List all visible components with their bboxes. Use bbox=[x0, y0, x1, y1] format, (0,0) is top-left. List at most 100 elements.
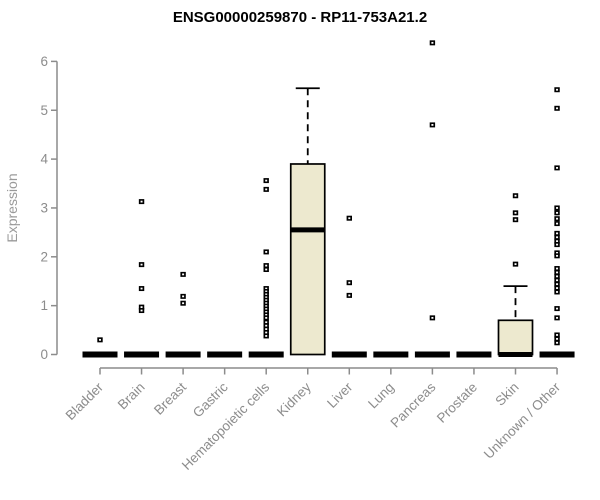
outlier-point-center bbox=[265, 251, 268, 253]
zero-median-bar-lung bbox=[373, 351, 409, 358]
outlier-point-center bbox=[556, 287, 559, 289]
outlier-point-center bbox=[265, 293, 268, 296]
outlier-point-center bbox=[556, 166, 559, 169]
outlier-point-center bbox=[265, 179, 268, 182]
outlier-point-center bbox=[556, 283, 559, 286]
outlier-point-center bbox=[265, 316, 268, 319]
outlier-point-center bbox=[556, 251, 559, 254]
outlier-point-center bbox=[265, 311, 268, 313]
category-label: Bladder bbox=[63, 379, 107, 423]
outlier-point-center bbox=[265, 264, 268, 267]
outlier-point-center bbox=[140, 263, 143, 266]
y-axis-label: Expression bbox=[4, 173, 20, 242]
zero-median-bar-prostate bbox=[456, 351, 492, 358]
outlier-point-center bbox=[514, 211, 517, 214]
outlier-point-center bbox=[140, 200, 143, 203]
box-kidney bbox=[289, 163, 326, 356]
y-tick-label: 4 bbox=[40, 152, 48, 167]
outlier-point-center bbox=[556, 222, 559, 225]
outlier-point-center bbox=[556, 207, 559, 209]
y-tick-label: 3 bbox=[40, 200, 48, 215]
outlier-point-center bbox=[556, 275, 559, 278]
y-tick-label: 2 bbox=[40, 249, 48, 264]
outlier-point-center bbox=[556, 316, 559, 319]
chart-title: ENSG00000259870 - RP11-753A21.2 bbox=[173, 9, 427, 26]
outlier-point-center bbox=[265, 305, 268, 308]
category-label: Unknown / Other bbox=[481, 379, 564, 462]
y-tick-label: 1 bbox=[40, 298, 48, 313]
outlier-point-center bbox=[556, 88, 559, 91]
box-skin bbox=[497, 319, 534, 356]
outlier-point-center bbox=[182, 295, 185, 298]
y-tick-label: 0 bbox=[40, 347, 48, 362]
category-label: Brain bbox=[115, 380, 148, 413]
outlier-point-center bbox=[265, 299, 268, 302]
zero-median-bar-pancreas bbox=[414, 351, 450, 358]
outlier-point-center bbox=[556, 271, 559, 274]
category-label: Prostate bbox=[434, 380, 480, 426]
zero-median-bar-brain bbox=[124, 351, 160, 358]
outlier-point-center bbox=[265, 302, 268, 305]
outlier-point-center bbox=[265, 321, 268, 324]
outlier-point-center bbox=[348, 217, 351, 220]
outlier-point-center bbox=[140, 287, 143, 290]
outlier-point-center bbox=[265, 308, 268, 310]
outlier-point-center bbox=[265, 314, 268, 316]
y-tick-label: 5 bbox=[40, 103, 48, 118]
outlier-point-center bbox=[556, 291, 559, 293]
outlier-point-center bbox=[182, 273, 185, 276]
outlier-point-center bbox=[556, 211, 559, 214]
category-label: Pancreas bbox=[388, 379, 439, 430]
outlier-point-center bbox=[556, 232, 559, 235]
zero-median-bar-hematopoietic-cells bbox=[248, 351, 284, 358]
outlier-point-center bbox=[431, 41, 434, 44]
outlier-point-center bbox=[556, 307, 559, 310]
outlier-point-center bbox=[556, 236, 559, 239]
outlier-point-center bbox=[265, 290, 268, 293]
outlier-point-center bbox=[99, 338, 101, 341]
outlier-point-center bbox=[556, 341, 559, 344]
zero-median-bar-breast bbox=[165, 351, 201, 358]
outlier-point-center bbox=[140, 309, 143, 312]
category-label: Gastric bbox=[190, 379, 231, 420]
category-label: Skin bbox=[492, 380, 521, 409]
outlier-point-center bbox=[265, 335, 268, 337]
outlier-point-center bbox=[265, 328, 268, 330]
outlier-point-center bbox=[556, 337, 559, 340]
outlier-point-center bbox=[514, 194, 517, 197]
zero-median-bar-bladder bbox=[82, 351, 118, 358]
category-label: Liver bbox=[324, 379, 356, 411]
outlier-point-center bbox=[265, 331, 268, 334]
outlier-point-center bbox=[556, 107, 559, 110]
outlier-point-center bbox=[556, 217, 559, 220]
outlier-point-center bbox=[265, 268, 268, 271]
outlier-point-center bbox=[556, 267, 559, 270]
zero-median-bar-unknown-other bbox=[539, 351, 575, 358]
outlier-point-center bbox=[265, 188, 268, 191]
outlier-point-center bbox=[348, 281, 351, 284]
outlier-point-center bbox=[140, 306, 143, 309]
outlier-point-center bbox=[265, 324, 268, 327]
outlier-point-center bbox=[431, 316, 434, 319]
zero-median-bar-gastric bbox=[207, 351, 243, 358]
y-tick-label: 6 bbox=[40, 54, 48, 69]
category-label: Lung bbox=[365, 380, 397, 412]
outlier-point-center bbox=[556, 334, 559, 336]
outlier-point-center bbox=[556, 243, 559, 246]
zero-median-bar-liver bbox=[331, 351, 367, 358]
outlier-point-center bbox=[182, 302, 185, 305]
outlier-point-center bbox=[556, 240, 559, 243]
outlier-point-center bbox=[431, 124, 434, 126]
outlier-point-center bbox=[348, 294, 351, 297]
category-label: Breast bbox=[151, 379, 189, 417]
outlier-point-center bbox=[514, 263, 517, 266]
category-label: Kidney bbox=[274, 379, 314, 419]
outlier-point-center bbox=[514, 218, 517, 221]
outlier-point-center bbox=[556, 254, 559, 257]
outlier-point-center bbox=[265, 287, 268, 290]
outlier-point-center bbox=[556, 279, 559, 282]
outlier-point-center bbox=[265, 296, 268, 299]
